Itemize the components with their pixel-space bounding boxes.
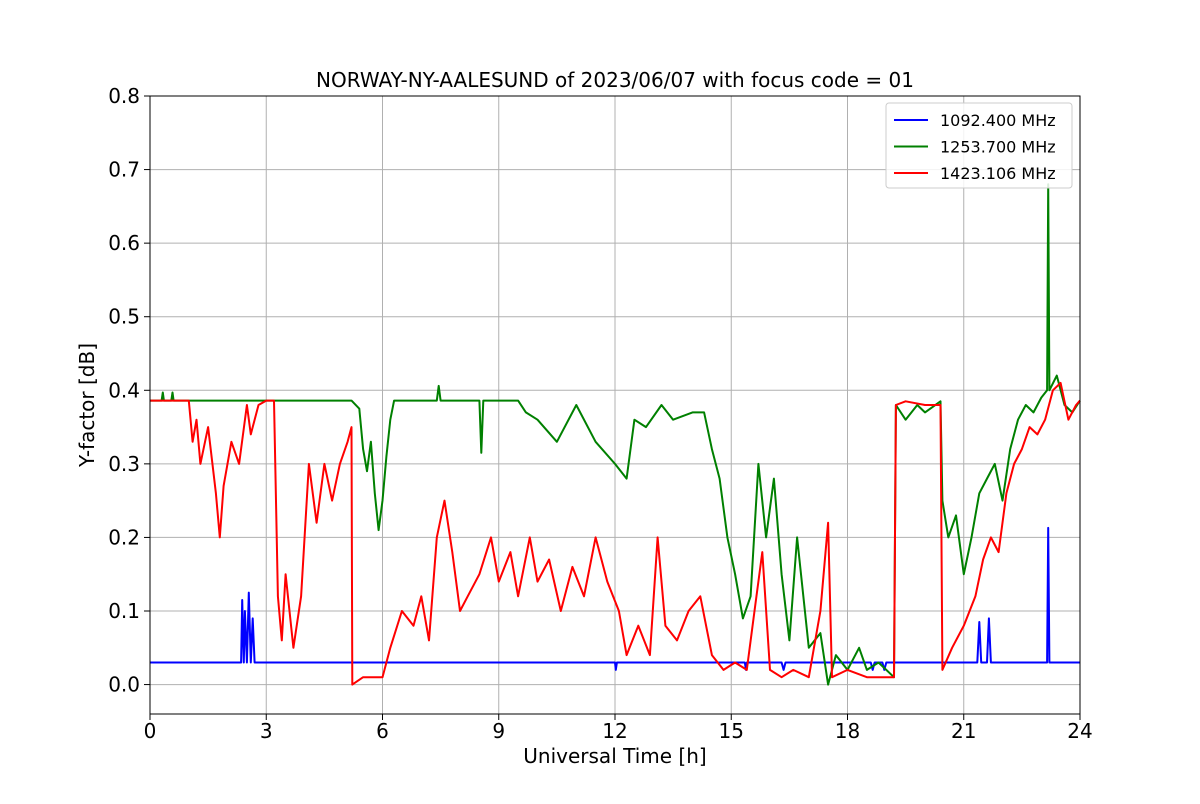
legend-label: 1092.400 MHz [940, 111, 1056, 130]
y-tick-label: 0.2 [108, 525, 140, 549]
legend: 1092.400 MHz 1253.700 MHz 1423.106 MHz [885, 102, 1073, 189]
y-tick-label: 0.4 [108, 378, 140, 402]
x-tick-label: 0 [144, 719, 157, 743]
series-line-3 [150, 381, 1081, 686]
y-tick-label: 0.0 [108, 673, 140, 697]
legend-box [885, 102, 1073, 189]
ticks: 0 3 6 9 12 15 18 21 24 0.0 0.1 0.2 0.3 0.4 0.5 0.6 0.7 0.… [108, 84, 1093, 743]
legend-label: 1423.106 MHz [940, 164, 1056, 183]
y-tick-label: 0.1 [108, 599, 140, 623]
y-tick-label: 0.3 [108, 452, 140, 476]
x-tick-label: 24 [1067, 719, 1092, 743]
x-axis-label: Universal Time [h] [523, 744, 706, 768]
x-tick-label: 9 [492, 719, 505, 743]
chart-title: NORWAY-NY-AALESUND of 2023/06/07 with fo… [316, 68, 914, 92]
series-line-2 [150, 183, 1081, 686]
x-tick-label: 15 [719, 719, 744, 743]
legend-label: 1253.700 MHz [940, 138, 1056, 157]
series-group [150, 183, 1081, 686]
x-tick-label: 3 [260, 719, 273, 743]
series-line-1 [150, 526, 1080, 671]
y-tick-label: 0.7 [108, 158, 140, 182]
y-tick-label: 0.6 [108, 231, 140, 255]
x-tick-label: 12 [602, 719, 627, 743]
x-tick-label: 21 [951, 719, 976, 743]
x-tick-label: 18 [835, 719, 860, 743]
y-axis-label: Y-factor [dB] [75, 343, 99, 468]
x-tick-label: 6 [376, 719, 389, 743]
y-tick-label: 0.8 [108, 84, 140, 108]
y-tick-label: 0.5 [108, 305, 140, 329]
